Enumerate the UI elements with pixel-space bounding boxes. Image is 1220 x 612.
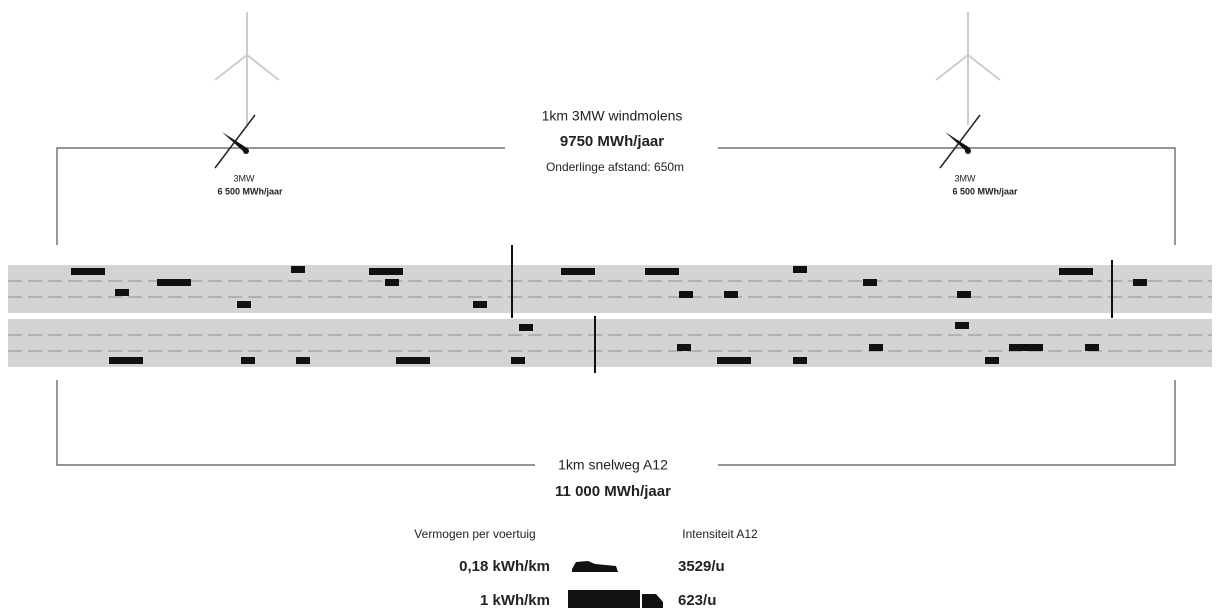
turbine-power: 3MW (955, 173, 977, 183)
vehicle (1009, 344, 1043, 351)
truck-icon (568, 590, 663, 608)
vehicle (71, 268, 105, 275)
header-distance: Onderlinge afstand: 650m (546, 160, 684, 174)
vehicle (369, 268, 403, 275)
vehicle (1059, 268, 1093, 275)
turbine (215, 12, 279, 125)
intensity: 623/u (678, 592, 716, 609)
vehicle (957, 291, 971, 298)
vehicle (385, 279, 399, 286)
vehicle (645, 268, 679, 275)
vehicle (109, 357, 143, 364)
vehicle (561, 268, 595, 275)
vehicle (717, 357, 751, 364)
vehicle (1133, 279, 1147, 286)
header-title: 1km 3MW windmolens (542, 108, 683, 124)
vehicle (724, 291, 738, 298)
vehicle (396, 357, 430, 364)
intensity: 3529/u (678, 558, 725, 575)
highway (8, 245, 1212, 373)
bottom-bracket (57, 380, 1175, 465)
highway-energy: 11 000 MWh/jaar (555, 483, 671, 500)
turbine-energy: 6 500 MWh/jaar (217, 186, 283, 196)
turbine (936, 12, 1000, 125)
highway-title: 1km snelweg A12 (558, 457, 668, 473)
vehicle (677, 344, 691, 351)
vehicle (473, 301, 487, 308)
vehicle (793, 266, 807, 273)
turbine-power: 3MW (234, 173, 256, 183)
vehicle (955, 322, 969, 329)
vehicle (679, 291, 693, 298)
turbine-top-view (215, 115, 255, 168)
vehicle (115, 289, 129, 296)
car-icon (572, 561, 618, 572)
vehicle (157, 279, 191, 286)
vehicle (863, 279, 877, 286)
vehicle (793, 357, 807, 364)
vehicle (511, 357, 525, 364)
vehicle (296, 357, 310, 364)
vehicle (237, 301, 251, 308)
legend-header: Vermogen per voertuig (414, 527, 535, 541)
vehicle (519, 324, 533, 331)
vehicle (1085, 344, 1099, 351)
turbine-top-view (940, 115, 980, 168)
vehicle (869, 344, 883, 351)
header-energy: 9750 MWh/jaar (560, 133, 664, 150)
vehicle (985, 357, 999, 364)
vehicle (291, 266, 305, 273)
vehicle (241, 357, 255, 364)
turbine-energy: 6 500 MWh/jaar (952, 186, 1018, 196)
infographic: 3MW 6 500 MWh/jaar 3MW 6 500 MWh/jaar 1k… (0, 0, 1220, 612)
legend-header: Intensiteit A12 (682, 527, 758, 541)
consumption: 1 kWh/km (480, 592, 550, 609)
consumption: 0,18 kWh/km (459, 558, 550, 575)
